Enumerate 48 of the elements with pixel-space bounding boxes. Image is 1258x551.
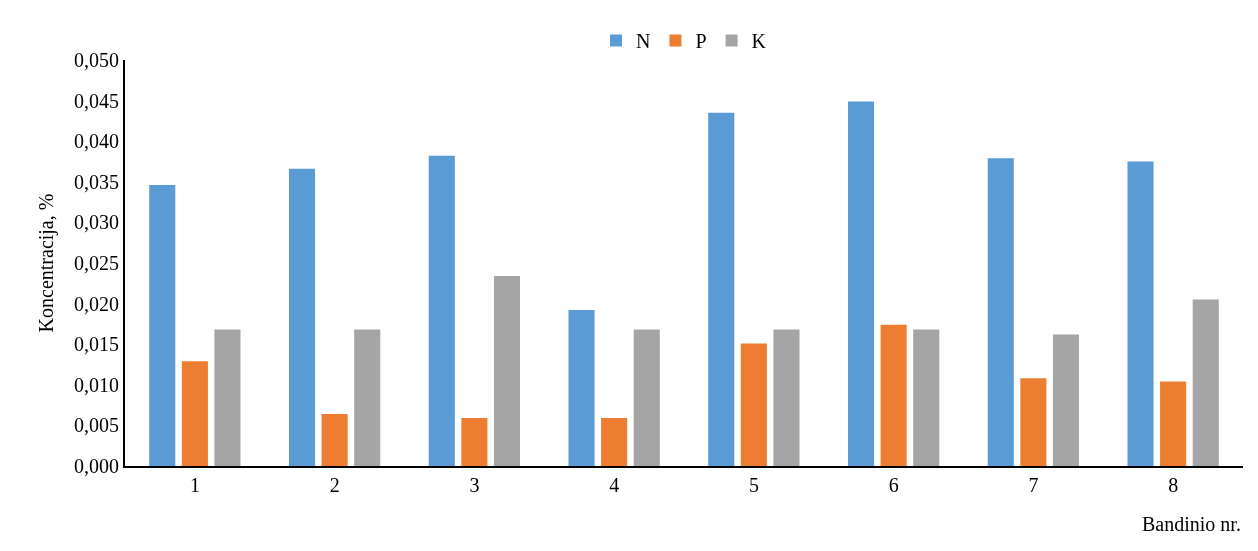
bar (1020, 378, 1047, 466)
bar (214, 329, 241, 466)
bar (568, 310, 595, 466)
bar (181, 361, 208, 466)
bar (847, 101, 875, 466)
legend-label: P (695, 30, 707, 53)
y-tick-label: 0,015 (74, 333, 119, 356)
bar (1127, 161, 1154, 466)
y-axis-title: Koncentracija, % (35, 193, 58, 333)
bar (633, 329, 660, 466)
y-tick-label: 0,020 (74, 292, 119, 315)
x-tick-label: 2 (329, 474, 340, 496)
bar (1160, 381, 1187, 466)
bar (740, 343, 767, 466)
bar (1052, 334, 1080, 466)
bar (987, 158, 1014, 466)
bar (708, 112, 735, 466)
y-tick-label: 0,000 (74, 455, 119, 477)
x-tick-label: 8 (1168, 474, 1179, 496)
bar (321, 414, 348, 466)
x-tick-label: 5 (748, 474, 759, 496)
bar (880, 324, 907, 466)
bar (149, 185, 176, 466)
y-tick-label: 0,025 (74, 252, 119, 274)
bar (288, 168, 316, 466)
x-tick-label: 6 (888, 474, 899, 496)
y-tick-label: 0,045 (74, 89, 119, 112)
bar (428, 155, 455, 466)
bar (354, 329, 381, 466)
x-tick-label: 1 (189, 474, 200, 496)
bar (913, 329, 940, 466)
x-tick-label: 4 (609, 474, 620, 496)
y-tick-label: 0,005 (74, 414, 119, 437)
bar (1192, 299, 1219, 466)
bar (601, 418, 628, 466)
y-tick-label: 0,050 (74, 49, 119, 71)
bar (773, 329, 800, 466)
y-tick-label: 0,040 (74, 130, 119, 153)
legend-label: N (636, 30, 651, 53)
y-tick-label: 0,030 (74, 211, 119, 234)
x-tick-label: 3 (469, 474, 480, 496)
bar (461, 418, 488, 466)
x-tick-label: 7 (1028, 474, 1039, 496)
y-tick-label: 0,010 (74, 373, 119, 396)
bar (493, 275, 521, 466)
y-tick-label: 0,035 (74, 170, 119, 193)
legend-label: K (751, 30, 767, 53)
x-axis-title: Bandinio nr. (1142, 513, 1241, 535)
